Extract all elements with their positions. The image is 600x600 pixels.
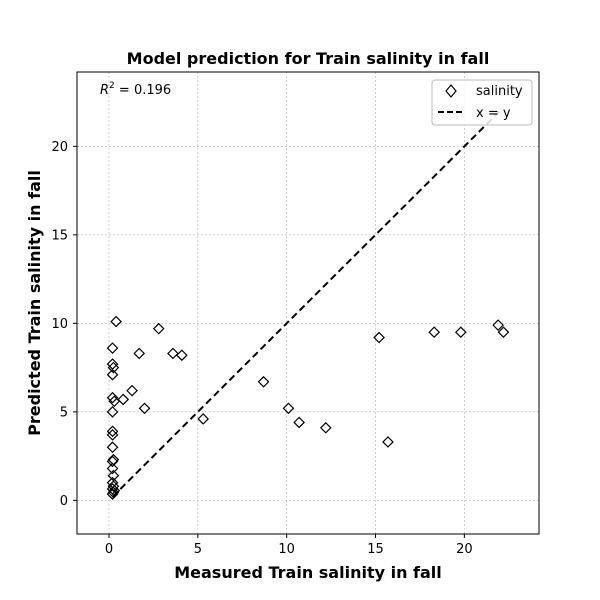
x-axis-label: Measured Train salinity in fall bbox=[174, 563, 442, 582]
plot-frame bbox=[76, 71, 540, 535]
x-axis-ticks: 0 5 10 15 20 bbox=[105, 534, 473, 557]
scatter-point bbox=[373, 331, 385, 344]
scatter-point bbox=[107, 453, 120, 466]
identity-line-group bbox=[111, 110, 501, 498]
y-axis-ticks: 0 5 10 15 20 bbox=[51, 140, 77, 509]
scatter-point bbox=[257, 375, 270, 388]
scatter-point bbox=[126, 384, 138, 397]
scatter-point bbox=[117, 393, 130, 406]
scatter-point bbox=[282, 402, 295, 415]
r-squared-superscript: 2 bbox=[109, 81, 115, 91]
legend-diamond-marker-icon bbox=[445, 84, 457, 98]
y-tick-label: 0 bbox=[60, 494, 68, 509]
scatter-point bbox=[106, 462, 119, 475]
scatter-point bbox=[382, 436, 394, 448]
y-tick-label: 10 bbox=[51, 317, 68, 332]
legend-box bbox=[431, 79, 533, 126]
scatter-point bbox=[319, 421, 332, 434]
scatter-point bbox=[167, 347, 179, 360]
data-points bbox=[106, 315, 510, 501]
scatter-point bbox=[106, 476, 119, 489]
legend: salinity x = y bbox=[431, 79, 533, 126]
x-tick-label: 15 bbox=[367, 542, 384, 557]
scatter-point bbox=[106, 441, 119, 454]
scatter-point bbox=[197, 413, 210, 425]
scatter-point bbox=[106, 425, 119, 438]
scatter-point bbox=[106, 342, 119, 354]
scatter-point bbox=[175, 349, 188, 362]
y-tick-label: 20 bbox=[51, 140, 68, 155]
scatter-point bbox=[107, 469, 120, 482]
scatter-point bbox=[133, 347, 146, 360]
scatter-point bbox=[138, 402, 151, 415]
legend-entry-identity: x = y bbox=[476, 106, 511, 121]
scatter-point bbox=[293, 416, 305, 429]
scatter-point bbox=[106, 391, 119, 404]
scatter-point bbox=[152, 322, 165, 335]
y-tick-label: 15 bbox=[51, 228, 68, 243]
x-tick-label: 0 bbox=[105, 542, 113, 557]
r-squared-prefix: R bbox=[100, 83, 109, 98]
r-squared-value: = 0.196 bbox=[115, 83, 171, 98]
y-tick-label: 5 bbox=[60, 405, 68, 420]
r-squared-annotation: R2 = 0.196 bbox=[100, 81, 171, 98]
scatter-point bbox=[106, 406, 119, 418]
scatter-point bbox=[110, 315, 122, 328]
identity-line bbox=[111, 110, 501, 498]
scatter-point bbox=[428, 326, 441, 339]
legend-entry-salinity: salinity bbox=[476, 84, 523, 99]
scatter-point bbox=[106, 358, 119, 370]
x-tick-label: 10 bbox=[278, 542, 295, 557]
scatter-point bbox=[454, 326, 467, 339]
x-tick-label: 20 bbox=[456, 542, 473, 557]
scatter-point bbox=[492, 319, 504, 331]
scatter-point bbox=[106, 368, 119, 381]
y-axis-label: Predicted Train salinity in fall bbox=[25, 170, 44, 436]
scatter-point bbox=[497, 326, 510, 339]
grid-lines bbox=[77, 72, 539, 534]
x-tick-label: 5 bbox=[194, 542, 202, 557]
chart-title: Model prediction for Train salinity in f… bbox=[127, 49, 490, 68]
